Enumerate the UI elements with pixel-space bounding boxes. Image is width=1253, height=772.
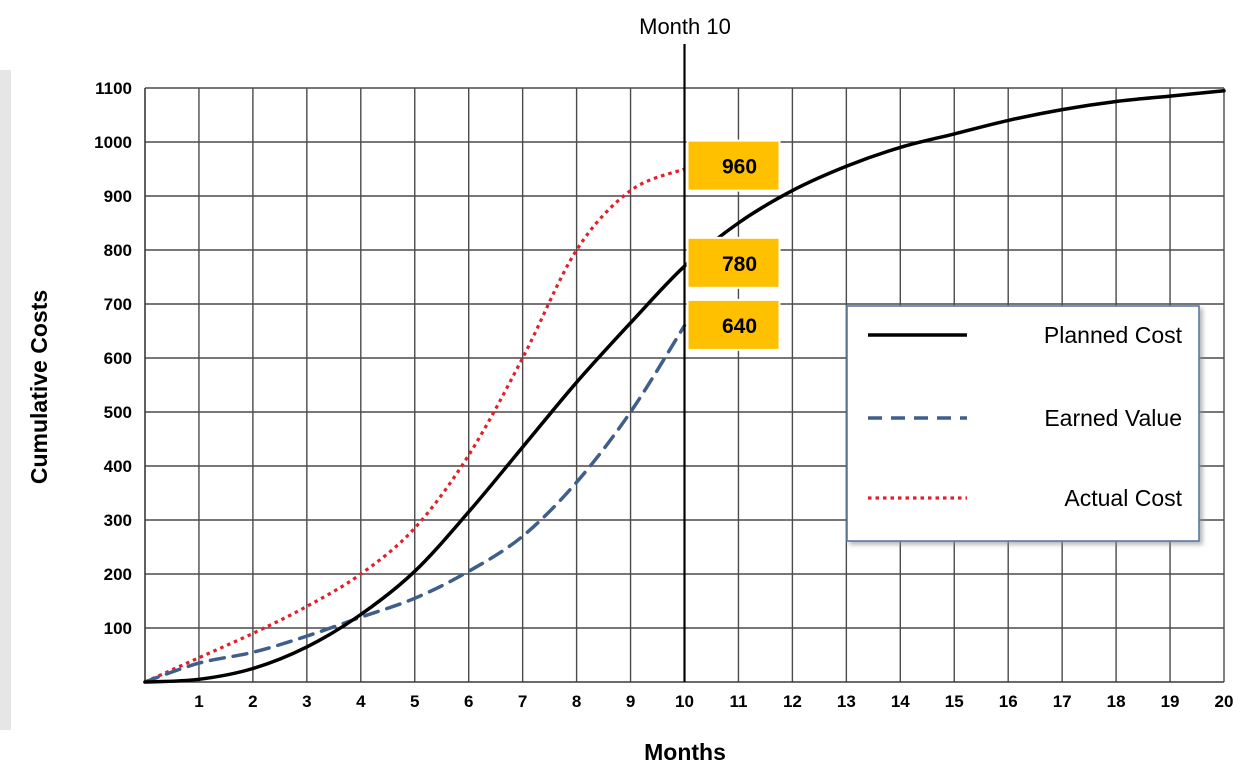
- x-tick-label: 20: [1215, 692, 1234, 711]
- y-tick-label: 1000: [94, 133, 132, 152]
- x-tick-label: 2: [248, 692, 257, 711]
- y-tick-label: 200: [104, 565, 132, 584]
- x-tick-label: 10: [675, 692, 694, 711]
- y-tick-label: 100: [104, 619, 132, 638]
- callout-box: [686, 298, 781, 351]
- callout-value: 780: [722, 253, 757, 276]
- callout-box: [686, 236, 781, 289]
- y-tick-label: 400: [104, 457, 132, 476]
- x-tick-label: 18: [1107, 692, 1126, 711]
- y-tick-label: 300: [104, 511, 132, 530]
- x-tick-label: 14: [891, 692, 910, 711]
- x-tick-label: 3: [302, 692, 311, 711]
- callout-value: 960: [722, 156, 757, 179]
- y-tick-label: 800: [104, 241, 132, 260]
- x-tick-label: 4: [356, 692, 366, 711]
- page-edge-shade: [0, 70, 11, 730]
- x-tick-label: 19: [1161, 692, 1180, 711]
- x-tick-label: 11: [729, 692, 747, 711]
- y-tick-label: 500: [104, 403, 132, 422]
- legend-label: Actual Cost: [1064, 485, 1182, 511]
- x-tick-label: 9: [626, 692, 635, 711]
- y-tick-label: 900: [104, 187, 132, 206]
- callout-box: [686, 139, 781, 192]
- planned-cost-line: [143, 88, 1226, 684]
- x-tick-label: 15: [945, 692, 964, 711]
- legend-box: [846, 305, 1200, 542]
- actual-cost-line: [144, 167, 686, 684]
- legend-label: Planned Cost: [1044, 322, 1183, 348]
- legend-label: Earned Value: [1044, 405, 1182, 431]
- x-tick-label: 16: [999, 692, 1018, 711]
- month-marker-label: Month 10: [639, 14, 731, 39]
- x-tick-label: 1: [194, 692, 203, 711]
- earned-value-line: [143, 323, 687, 684]
- y-tick-label: 1100: [95, 79, 132, 98]
- x-tick-label: 13: [837, 692, 856, 711]
- y-tick-label: 700: [104, 295, 132, 314]
- x-tick-label: 7: [518, 692, 527, 711]
- x-tick-label: 17: [1053, 692, 1072, 711]
- x-tick-label: 5: [410, 692, 419, 711]
- x-tick-label: 6: [464, 692, 473, 711]
- y-axis-label: Cumulative Costs: [26, 290, 52, 484]
- x-tick-label: 8: [572, 692, 581, 711]
- x-axis-label: Months: [644, 739, 726, 765]
- callout-value: 640: [722, 315, 757, 338]
- x-tick-label: 12: [783, 692, 802, 711]
- y-tick-label: 600: [104, 349, 132, 368]
